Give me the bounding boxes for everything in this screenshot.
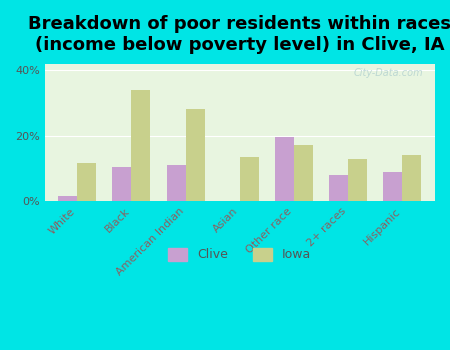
Bar (275, 137, 294, 201)
Bar (131, 90, 150, 201)
Bar (77, 163, 96, 201)
Bar (112, 167, 131, 201)
Bar (383, 172, 402, 201)
Bar (402, 155, 422, 201)
Title: Breakdown of poor residents within races
(income below poverty level) in Clive, : Breakdown of poor residents within races… (28, 15, 450, 54)
Text: City-Data.com: City-Data.com (354, 68, 423, 78)
Bar (294, 146, 313, 201)
Bar (329, 175, 348, 201)
Legend: Clive, Iowa: Clive, Iowa (163, 243, 316, 266)
Bar (166, 165, 185, 201)
Bar (58, 196, 77, 201)
Bar (348, 159, 367, 201)
Bar (185, 110, 205, 201)
Bar (240, 157, 259, 201)
